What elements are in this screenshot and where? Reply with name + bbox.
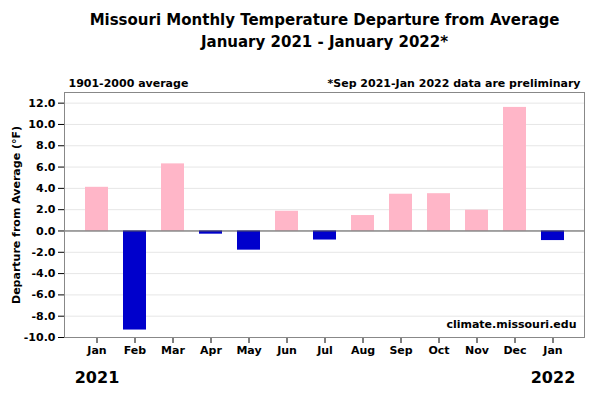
svg-text:-6.0: -6.0 — [31, 288, 55, 301]
svg-text:Departure from Average (°F): Departure from Average (°F) — [10, 126, 23, 304]
svg-text:May: May — [236, 344, 261, 357]
svg-text:*Sep 2021-Jan 2022 data are pr: *Sep 2021-Jan 2022 data are preliminary — [328, 77, 581, 90]
svg-text:2021: 2021 — [75, 368, 120, 387]
svg-text:Mar: Mar — [161, 344, 185, 357]
svg-text:6.0: 6.0 — [36, 161, 56, 174]
svg-text:January 2021 - January 2022*: January 2021 - January 2022* — [200, 33, 448, 51]
svg-text:Aug: Aug — [351, 344, 375, 357]
svg-text:Feb: Feb — [124, 344, 147, 357]
svg-text:0.0: 0.0 — [36, 224, 56, 237]
svg-text:Dec: Dec — [503, 344, 526, 357]
svg-text:Sep: Sep — [389, 344, 412, 357]
svg-text:12.0: 12.0 — [28, 97, 55, 110]
svg-text:Nov: Nov — [465, 344, 490, 357]
svg-text:Jan: Jan — [542, 344, 562, 357]
svg-text:-10.0: -10.0 — [24, 331, 56, 344]
svg-text:Missouri Monthly Temperature D: Missouri Monthly Temperature Departure f… — [90, 11, 560, 29]
svg-text:4.0: 4.0 — [36, 182, 56, 195]
svg-text:-4.0: -4.0 — [31, 267, 55, 280]
svg-text:-2.0: -2.0 — [31, 246, 55, 259]
svg-text:Jan: Jan — [86, 344, 106, 357]
svg-text:Oct: Oct — [428, 344, 449, 357]
svg-text:Jun: Jun — [276, 344, 297, 357]
svg-text:8.0: 8.0 — [36, 139, 56, 152]
svg-text:-8.0: -8.0 — [31, 310, 55, 323]
svg-text:Apr: Apr — [200, 344, 222, 357]
svg-text:1901-2000 average: 1901-2000 average — [69, 77, 189, 90]
svg-text:climate.missouri.edu: climate.missouri.edu — [446, 318, 576, 331]
svg-text:2022: 2022 — [531, 368, 576, 387]
svg-text:2.0: 2.0 — [36, 203, 56, 216]
svg-text:Jul: Jul — [316, 344, 333, 357]
svg-text:10.0: 10.0 — [28, 118, 55, 131]
